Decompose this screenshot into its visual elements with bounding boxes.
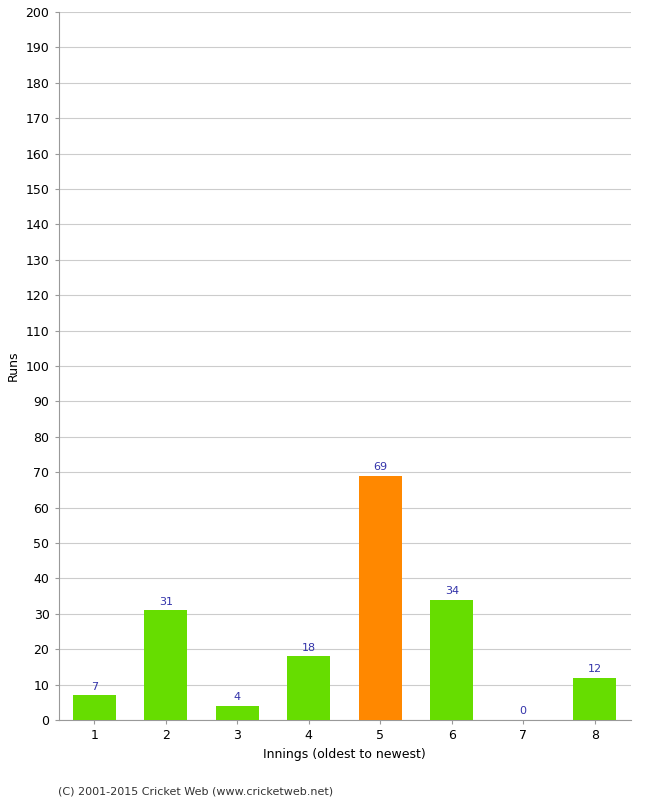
Bar: [144, 610, 187, 720]
Text: 12: 12: [588, 664, 602, 674]
Bar: [287, 656, 330, 720]
X-axis label: Innings (oldest to newest): Innings (oldest to newest): [263, 747, 426, 761]
Y-axis label: Runs: Runs: [7, 350, 20, 382]
Text: (C) 2001-2015 Cricket Web (www.cricketweb.net): (C) 2001-2015 Cricket Web (www.cricketwe…: [58, 786, 333, 796]
Text: 69: 69: [373, 462, 387, 472]
Text: 34: 34: [445, 586, 459, 596]
Bar: [359, 476, 402, 720]
Text: 0: 0: [520, 706, 526, 717]
Text: 4: 4: [234, 692, 240, 702]
Bar: [73, 695, 116, 720]
Text: 18: 18: [302, 642, 316, 653]
Bar: [430, 600, 473, 720]
Text: 31: 31: [159, 597, 173, 606]
Bar: [216, 706, 259, 720]
Bar: [573, 678, 616, 720]
Text: 7: 7: [91, 682, 98, 692]
